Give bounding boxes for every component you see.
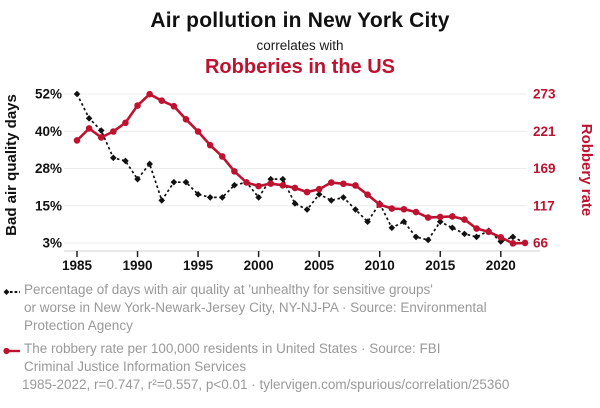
svg-text:2000: 2000 <box>244 258 274 273</box>
svg-text:52%: 52% <box>35 87 62 102</box>
svg-text:2015: 2015 <box>425 258 456 273</box>
svg-text:1990: 1990 <box>123 258 153 273</box>
legend-air-quality-text: Percentage of days with air quality at '… <box>24 281 487 335</box>
legend-item-robbery-rate: The robbery rate per 100,000 residents i… <box>2 340 594 376</box>
svg-text:2005: 2005 <box>304 258 335 273</box>
legend-air-quality-line3: Protection Agency <box>24 318 133 333</box>
svg-text:169: 169 <box>533 161 556 176</box>
chart-subtitle: correlates with <box>256 38 344 53</box>
legend: Percentage of days with air quality at '… <box>2 281 594 381</box>
svg-text:3%: 3% <box>42 236 62 251</box>
svg-text:28%: 28% <box>35 161 62 176</box>
legend-item-air-quality: Percentage of days with air quality at '… <box>2 281 594 335</box>
stats-footer: 1985-2022, r=0.747, r²=0.557, p<0.01 · t… <box>22 377 510 392</box>
chart-title-primary: Air pollution in New York City <box>150 9 450 32</box>
svg-text:15%: 15% <box>35 198 62 213</box>
gridlines <box>64 93 527 244</box>
svg-text:1995: 1995 <box>183 258 214 273</box>
chart-canvas: 52% 40% 28% 15% 3% 273 221 169 117 66 1985 1990 1995… <box>3 87 595 274</box>
chart-header: Air pollution in New York City correlate… <box>0 0 600 79</box>
svg-text:117: 117 <box>533 198 555 213</box>
y-axis-right: 273 221 169 117 66 <box>533 87 556 251</box>
left-axis-title: Bad air quality days <box>3 94 20 236</box>
svg-text:273: 273 <box>533 87 556 102</box>
legend-air-quality-line2: or worse in New York-Newark-Jersey City,… <box>24 300 487 315</box>
x-axis: 1985 1990 1995 2000 2005 2010 2015 2020 <box>62 250 540 273</box>
svg-text:66: 66 <box>533 236 549 251</box>
svg-text:2020: 2020 <box>486 258 516 273</box>
y-axis-left: 52% 40% 28% 15% 3% <box>35 87 62 251</box>
robbery-rate-series <box>73 90 529 247</box>
legend-robbery-line2: Criminal Justice Information Services <box>24 359 247 374</box>
solid-series-marker-icon <box>3 347 20 355</box>
right-axis-title: Robbery rate <box>578 124 595 217</box>
svg-text:1985: 1985 <box>62 258 93 273</box>
dashed-series-marker-icon <box>3 289 20 295</box>
svg-text:2010: 2010 <box>365 258 395 273</box>
svg-text:221: 221 <box>533 124 556 139</box>
legend-robbery-line1: The robbery rate per 100,000 residents i… <box>24 341 441 356</box>
chart-title-secondary: Robberies in the US <box>204 56 396 78</box>
legend-air-quality-line1: Percentage of days with air quality at '… <box>24 282 433 297</box>
svg-text:40%: 40% <box>35 124 62 139</box>
legend-robbery-text: The robbery rate per 100,000 residents i… <box>24 340 440 376</box>
